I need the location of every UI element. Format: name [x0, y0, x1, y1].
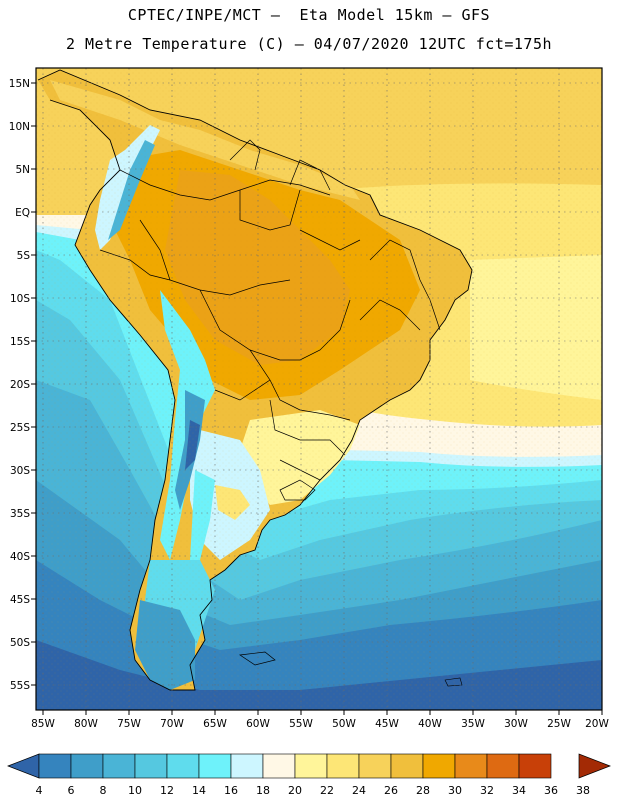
lat-label: 45S — [10, 594, 30, 606]
colorbar-label: 34 — [512, 784, 526, 797]
colorbar-label: 18 — [256, 784, 270, 797]
colorbar-left-arrow — [7, 753, 40, 779]
map-title-line-2: 2 Metre Temperature (C) – 04/07/2020 12U… — [65, 35, 553, 53]
colorbar-swatch — [166, 753, 200, 779]
lat-label: 40S — [10, 551, 30, 563]
lat-label: 10N — [9, 121, 30, 133]
colorbar-swatch — [294, 753, 328, 779]
lat-label: EQ — [15, 207, 30, 219]
lat-label: 5N — [15, 164, 30, 176]
colorbar-label: 28 — [416, 784, 430, 797]
lon-label: 35W — [461, 718, 485, 730]
map-frame — [35, 67, 603, 711]
lat-label: 15N — [9, 78, 30, 90]
colorbar-label: 36 — [544, 784, 558, 797]
lon-label: 55W — [289, 718, 313, 730]
lon-label: 20W — [585, 718, 609, 730]
colorbar-swatch — [422, 753, 456, 779]
colorbar-label: 38 — [576, 784, 590, 797]
country-borders — [99, 139, 441, 481]
colorbar-swatch — [198, 753, 232, 779]
colorbar-label: 14 — [192, 784, 206, 797]
lon-label: 30W — [504, 718, 528, 730]
axis-ticks — [31, 82, 603, 715]
colorbar-swatch — [518, 753, 552, 779]
colorbar-swatch — [326, 753, 360, 779]
lon-label: 25W — [547, 718, 571, 730]
colorbar-label: 4 — [36, 784, 43, 797]
lat-label: 50S — [10, 637, 30, 649]
colorbar-label: 22 — [320, 784, 334, 797]
colorbar-label: 6 — [68, 784, 75, 797]
colorbar-label: 24 — [352, 784, 366, 797]
colorbar: 4 6 8 10 12 14 16 18 20 22 24 26 28 30 3… — [7, 753, 611, 797]
map-title-line-1: CPTEC/INPE/MCT – Eta Model 15km – GFS — [127, 6, 491, 24]
lon-label: 50W — [332, 718, 356, 730]
colorbar-swatch — [262, 753, 296, 779]
lat-label: 10S — [10, 293, 30, 305]
lat-label: 15S — [10, 336, 30, 348]
lat-label: 55S — [10, 680, 30, 692]
colorbar-label: 20 — [288, 784, 302, 797]
colorbar-swatch — [486, 753, 520, 779]
lon-label: 45W — [375, 718, 399, 730]
colorbar-swatch — [358, 753, 392, 779]
graticule — [36, 68, 602, 710]
colorbar-swatch — [102, 753, 136, 779]
lat-label: 35S — [10, 508, 30, 520]
lon-label: 85W — [31, 718, 55, 730]
colorbar-label: 30 — [448, 784, 462, 797]
longitude-labels: 85W 80W 75W 70W 65W 60W 55W 50W 45W 40W … — [31, 718, 609, 730]
colorbar-swatch — [134, 753, 168, 779]
colorbar-label: 10 — [128, 784, 142, 797]
lon-label: 80W — [74, 718, 98, 730]
colorbar-label: 16 — [224, 784, 238, 797]
colorbar-label: 32 — [480, 784, 494, 797]
lat-label: 30S — [10, 465, 30, 477]
colorbar-swatch — [230, 753, 264, 779]
colorbar-label: 8 — [100, 784, 107, 797]
lon-label: 40W — [418, 718, 442, 730]
lat-label: 20S — [10, 379, 30, 391]
colorbar-swatch — [454, 753, 488, 779]
lat-label: 25S — [10, 422, 30, 434]
colorbar-right-arrow — [578, 753, 611, 779]
latitude-labels: 15N 10N 5N EQ 5S 10S 15S 20S 25S 30S 35S… — [9, 78, 31, 692]
lon-label: 65W — [203, 718, 227, 730]
lon-label: 75W — [117, 718, 141, 730]
colorbar-swatch — [70, 753, 104, 779]
colorbar-label: 12 — [160, 784, 174, 797]
colorbar-swatch — [38, 753, 72, 779]
colorbar-swatch — [390, 753, 424, 779]
temperature-field — [36, 68, 602, 710]
colorbar-label: 26 — [384, 784, 398, 797]
lat-label: 5S — [17, 250, 31, 262]
lon-label: 60W — [246, 718, 270, 730]
lon-label: 70W — [160, 718, 184, 730]
